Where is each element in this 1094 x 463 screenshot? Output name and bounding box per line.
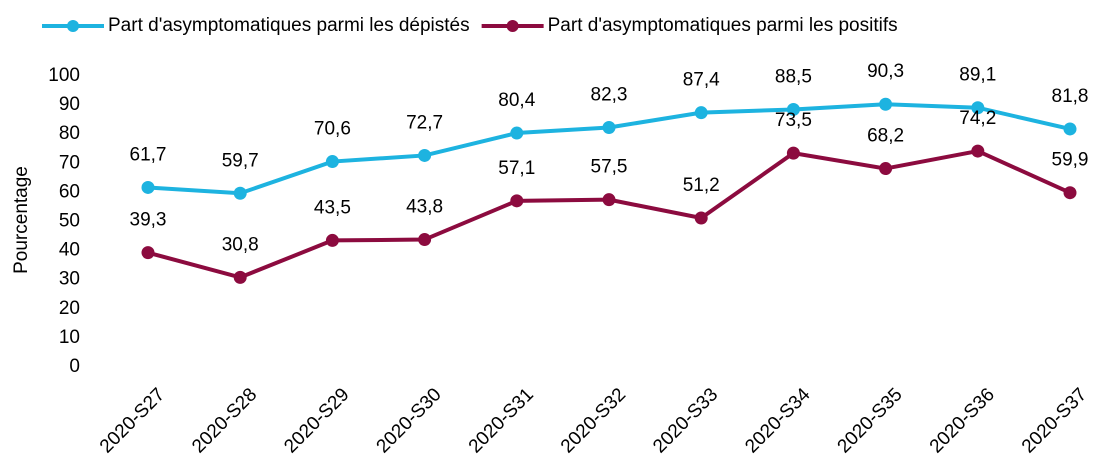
data-point [879,162,893,176]
y-tick-label: 10 [59,327,80,348]
x-tick-label: 2020-S27 [96,384,169,457]
data-label: 30,8 [222,234,259,255]
data-label: 51,2 [683,175,720,196]
data-label: 57,5 [591,157,628,178]
data-point [694,211,708,225]
y-tick-label: 60 [59,181,80,202]
x-tick-label: 2020-S30 [373,384,446,457]
data-point [141,246,155,260]
data-label: 57,1 [498,158,535,179]
y-axis-title: Pourcentage [11,166,32,274]
x-tick-label: 2020-S34 [741,384,814,457]
data-label: 90,3 [867,61,904,82]
data-label: 59,9 [1052,150,1089,171]
y-tick-label: 80 [59,123,80,144]
data-point [1063,122,1077,136]
legend-label: Part d'asymptomatiques parmi les dépisté… [108,15,470,36]
x-tick-label: 2020-S36 [926,384,999,457]
legend-marker [67,20,79,32]
legend-marker [506,20,519,32]
data-label: 73,5 [775,110,812,131]
data-label: 80,4 [498,90,535,111]
x-tick-label: 2020-S29 [280,384,353,457]
data-point [971,144,985,158]
y-tick-label: 100 [48,65,80,86]
data-point [418,233,432,247]
data-point [602,193,616,207]
data-point [141,180,155,194]
data-label: 82,3 [591,85,628,106]
legend-label: Part d'asymptomatiques parmi les positif… [548,15,898,36]
data-label: 74,2 [959,108,996,129]
x-tick-label: 2020-S28 [188,384,261,457]
y-tick-label: 30 [59,269,80,290]
y-tick-label: 50 [59,211,80,232]
x-tick-label: 2020-S35 [834,384,907,457]
data-point [325,233,339,247]
data-point [971,101,985,115]
data-point [694,106,708,120]
y-tick-label: 0 [69,356,80,377]
data-point [1063,186,1077,200]
data-label: 59,7 [222,150,259,171]
data-label: 81,8 [1052,86,1089,107]
data-label: 43,8 [406,197,443,218]
y-tick-label: 70 [59,152,80,173]
data-label: 72,7 [406,112,443,133]
data-point [602,121,616,135]
series-line [147,102,1071,196]
data-point [786,102,800,116]
data-point [233,270,247,284]
x-tick-label: 2020-S32 [557,384,630,457]
data-label: 70,6 [314,119,351,140]
data-point [418,148,432,162]
data-point [510,126,524,140]
data-label: 39,3 [130,210,167,231]
data-label: 88,5 [775,66,812,87]
x-tick-label: 2020-S37 [1018,384,1091,457]
data-label: 61,7 [130,144,167,165]
y-tick-label: 40 [59,240,80,261]
data-point [879,97,893,111]
data-point [233,186,247,200]
x-tick-label: 2020-S33 [649,384,722,457]
data-label: 68,2 [867,126,904,147]
data-label: 43,5 [314,197,351,218]
data-point [786,146,800,160]
y-tick-label: 20 [59,298,80,319]
y-tick-label: 90 [59,94,80,115]
data-point [510,194,524,208]
data-label: 87,4 [683,70,720,91]
data-point [325,155,339,169]
x-tick-label: 2020-S31 [465,384,538,457]
data-label: 89,1 [959,65,996,86]
